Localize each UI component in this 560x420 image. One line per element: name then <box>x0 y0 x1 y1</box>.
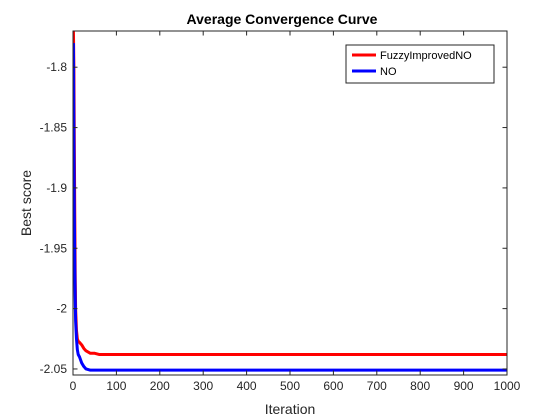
plot-area <box>73 31 507 375</box>
tick-marks <box>72 31 508 375</box>
legend-label-0: FuzzyImprovedNO <box>380 50 472 62</box>
legend: FuzzyImprovedNO NO <box>345 44 495 84</box>
x-tick-label: 0 <box>70 379 77 393</box>
legend-box <box>345 44 495 84</box>
x-tick-label: 1000 <box>494 379 521 393</box>
x-tick-label: 400 <box>237 379 257 393</box>
x-tick-label: 700 <box>367 379 387 393</box>
tick-labels: 0 100 200 300 400 500 600 700 800 900 1000 -2.05 -2 -… <box>40 60 521 393</box>
y-axis-label: Best score <box>18 170 34 236</box>
legend-label-1: NO <box>380 66 397 78</box>
y-tick-label: -1.9 <box>46 181 67 195</box>
y-tick-label: -1.8 <box>46 60 67 74</box>
x-tick-label: 200 <box>150 379 170 393</box>
y-tick-label: -2.05 <box>40 362 68 376</box>
y-tick-label: -1.95 <box>40 241 68 255</box>
x-tick-label: 900 <box>454 379 474 393</box>
y-tick-label: -2 <box>56 302 67 316</box>
x-axis-label: Iteration <box>265 401 316 417</box>
x-tick-label: 100 <box>106 379 126 393</box>
y-tick-label: -1.85 <box>40 121 68 135</box>
x-tick-label: 800 <box>410 379 430 393</box>
x-tick-label: 300 <box>193 379 213 393</box>
x-tick-label: 500 <box>280 379 300 393</box>
chart-title: Average Convergence Curve <box>187 11 378 27</box>
x-tick-label: 600 <box>323 379 343 393</box>
series-line-1 <box>73 43 507 372</box>
series-lines <box>73 31 507 372</box>
